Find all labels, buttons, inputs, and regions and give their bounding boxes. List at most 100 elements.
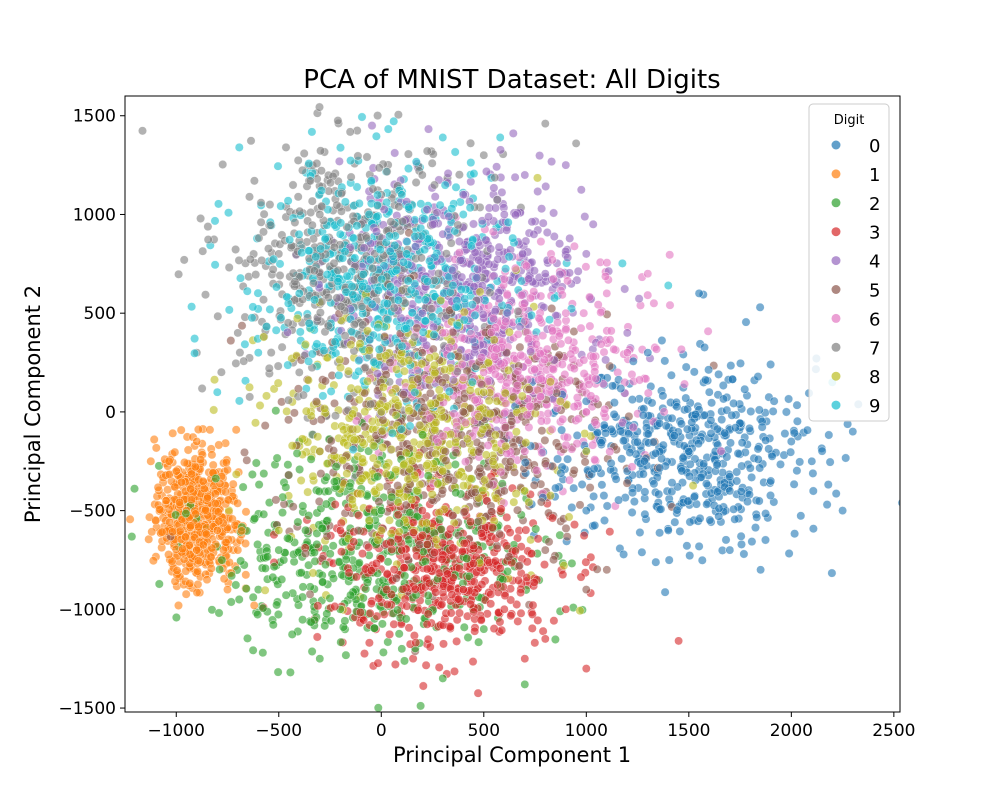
data-point [187,302,197,312]
data-point [596,339,606,349]
data-point [393,481,403,491]
data-point [632,437,642,447]
data-point [401,500,411,510]
data-point [488,227,498,237]
data-point [181,589,191,599]
data-point [284,395,293,405]
data-point [251,270,261,280]
data-point [745,463,755,473]
data-point [522,557,532,567]
data-point [358,549,367,559]
data-point [324,186,334,196]
data-point [275,259,285,269]
data-point [404,535,414,545]
data-point [515,342,525,352]
data-point [344,366,353,376]
data-point [547,255,557,265]
data-point [538,626,548,636]
data-point [808,468,818,478]
data-point [647,398,657,408]
data-point [769,396,779,406]
data-point [459,507,469,517]
data-point [569,402,579,412]
data-point [751,523,760,533]
data-point [423,635,433,644]
data-point [520,654,530,664]
data-point [193,425,203,434]
data-point [177,477,186,487]
data-point [259,227,268,237]
data-point [153,482,163,492]
data-point [753,444,763,454]
data-point [478,310,488,319]
data-point [599,491,609,501]
data-point [551,483,561,493]
data-point [290,218,300,227]
data-point [475,463,485,473]
data-point [404,623,414,633]
data-point [161,496,171,506]
data-point [443,169,453,178]
data-point [537,426,547,436]
data-point [147,527,157,537]
data-point [768,406,778,416]
data-point [663,525,673,535]
data-point [687,417,697,427]
data-point [372,227,381,237]
data-point [699,459,709,469]
data-point [360,422,370,432]
data-point [385,358,395,367]
data-point [496,359,506,369]
data-point [366,176,376,186]
data-point [548,513,557,523]
data-point [321,499,331,509]
data-point [520,170,530,180]
data-point [786,437,796,446]
data-point [222,465,232,475]
data-point [399,563,409,573]
data-point [518,249,528,259]
data-point [397,545,407,555]
data-point [629,497,639,507]
data-point [438,328,448,338]
data-point [438,485,448,495]
data-point [694,288,704,298]
data-point [677,466,687,476]
data-point [477,216,487,226]
data-point [540,634,550,644]
data-point [170,482,180,492]
data-point [707,398,717,408]
data-point [561,308,571,318]
data-point [221,487,231,497]
data-point [307,647,317,656]
data-point [171,613,181,622]
data-point [417,308,427,318]
data-point [563,276,573,286]
data-point [366,599,376,608]
data-point [365,608,375,618]
data-point [548,461,558,471]
data-point [446,524,455,534]
data-point [513,505,522,515]
data-point [180,458,189,467]
data-point [465,403,475,413]
data-point [415,540,425,550]
data-point [520,446,530,456]
data-point [234,595,244,604]
data-point [283,533,293,543]
data-point [420,557,430,566]
data-point [545,491,555,501]
data-point [262,391,271,401]
data-point [741,317,751,327]
data-point [215,565,225,574]
data-point [382,600,392,609]
data-point [349,537,359,547]
data-point [537,204,547,214]
data-point [492,541,502,551]
data-point [433,437,443,447]
data-point [221,458,231,467]
data-point [271,495,281,505]
data-point [796,511,806,521]
data-point [254,480,264,490]
data-point [317,201,327,211]
